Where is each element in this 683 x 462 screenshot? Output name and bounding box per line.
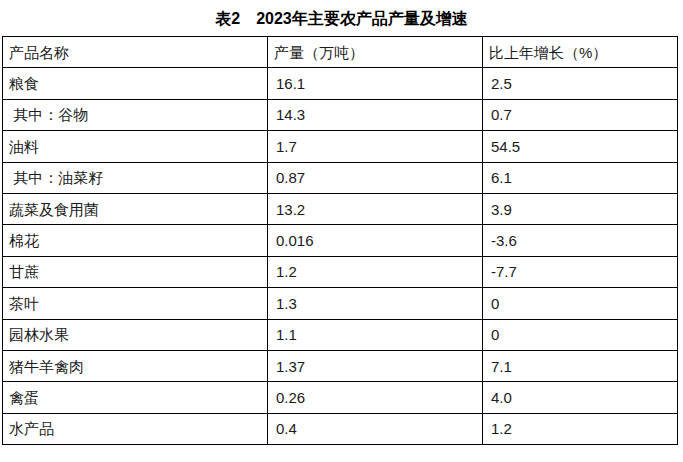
table-row: 其中：油菜籽 0.87 6.1 — [3, 162, 678, 193]
table-row: 禽蛋 0.26 4.0 — [3, 382, 678, 413]
cell-product: 茶叶 — [3, 288, 268, 319]
cell-output: 0.26 — [268, 382, 483, 413]
table-title: 表2 2023年主要农产品产量及增速 — [0, 0, 683, 36]
table-row: 蔬菜及食用菌 13.2 3.9 — [3, 193, 678, 224]
column-header-growth: 比上年增长（%） — [483, 37, 678, 68]
table-row: 棉花 0.016 -3.6 — [3, 225, 678, 256]
cell-product: 其中：谷物 — [3, 99, 268, 130]
cell-output: 14.3 — [268, 99, 483, 130]
table-row: 其中：谷物 14.3 0.7 — [3, 99, 678, 130]
cell-growth: 0 — [483, 319, 678, 350]
cell-growth: -7.7 — [483, 256, 678, 287]
cell-growth: 7.1 — [483, 350, 678, 381]
cell-growth: -3.6 — [483, 225, 678, 256]
document-page: 表2 2023年主要农产品产量及增速 产品名称 产量（万吨） 比上年增长（%） … — [0, 0, 683, 462]
table-row: 甘蔗 1.2 -7.7 — [3, 256, 678, 287]
cell-growth: 0.7 — [483, 99, 678, 130]
cell-output: 0.4 — [268, 413, 483, 444]
cell-product: 水产品 — [3, 413, 268, 444]
cell-growth: 0 — [483, 288, 678, 319]
cell-output: 16.1 — [268, 68, 483, 99]
cell-product: 禽蛋 — [3, 382, 268, 413]
table-header-row: 产品名称 产量（万吨） 比上年增长（%） — [3, 37, 678, 68]
cell-product: 园林水果 — [3, 319, 268, 350]
cell-output: 13.2 — [268, 193, 483, 224]
cell-product: 油料 — [3, 131, 268, 162]
cell-growth: 2.5 — [483, 68, 678, 99]
column-header-product: 产品名称 — [3, 37, 268, 68]
cell-product: 其中：油菜籽 — [3, 162, 268, 193]
cell-output: 1.1 — [268, 319, 483, 350]
cell-output: 0.87 — [268, 162, 483, 193]
cell-growth: 3.9 — [483, 193, 678, 224]
cell-product: 棉花 — [3, 225, 268, 256]
cell-output: 1.2 — [268, 256, 483, 287]
agricultural-products-table: 产品名称 产量（万吨） 比上年增长（%） 粮食 16.1 2.5 其中：谷物 1… — [2, 36, 678, 445]
table-row: 水产品 0.4 1.2 — [3, 413, 678, 444]
cell-output: 1.7 — [268, 131, 483, 162]
cell-growth: 6.1 — [483, 162, 678, 193]
table-row: 油料 1.7 54.5 — [3, 131, 678, 162]
cell-output: 1.37 — [268, 350, 483, 381]
table-row: 茶叶 1.3 0 — [3, 288, 678, 319]
cell-product: 粮食 — [3, 68, 268, 99]
cell-output: 0.016 — [268, 225, 483, 256]
cell-growth: 1.2 — [483, 413, 678, 444]
table-row: 园林水果 1.1 0 — [3, 319, 678, 350]
cell-output: 1.3 — [268, 288, 483, 319]
cell-growth: 54.5 — [483, 131, 678, 162]
table-row: 猪牛羊禽肉 1.37 7.1 — [3, 350, 678, 381]
cell-product: 蔬菜及食用菌 — [3, 193, 268, 224]
cell-growth: 4.0 — [483, 382, 678, 413]
cell-product: 甘蔗 — [3, 256, 268, 287]
cell-product: 猪牛羊禽肉 — [3, 350, 268, 381]
table-row: 粮食 16.1 2.5 — [3, 68, 678, 99]
column-header-output: 产量（万吨） — [268, 37, 483, 68]
